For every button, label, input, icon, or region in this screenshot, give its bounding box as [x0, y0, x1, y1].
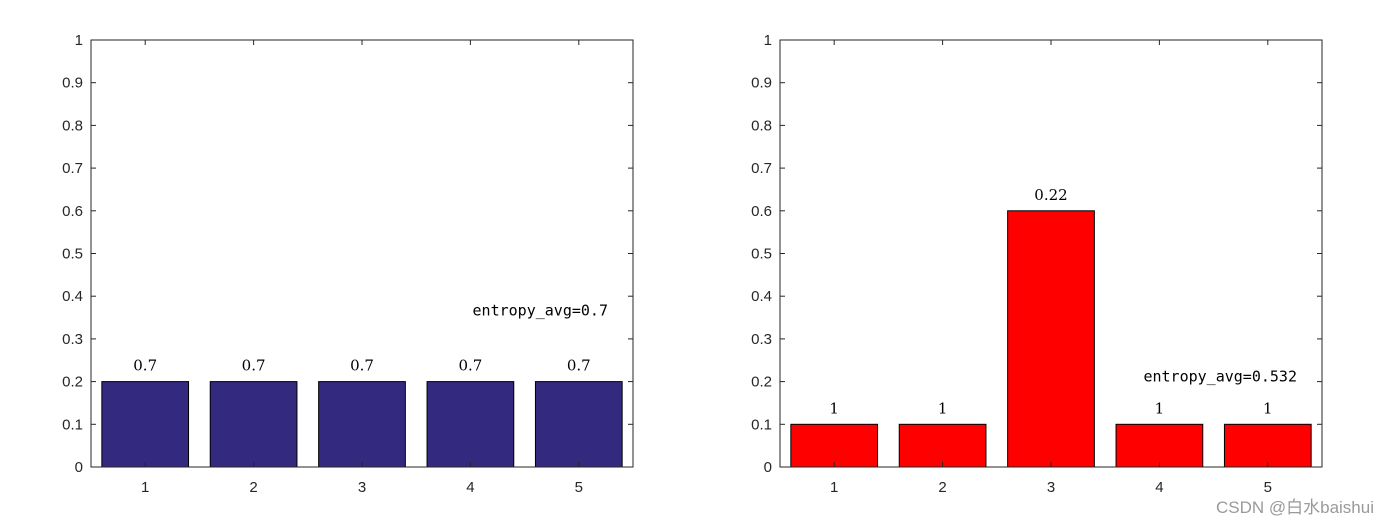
x-tick-label: 5 [575, 479, 583, 496]
data-label-3: 0.22 [1034, 186, 1067, 204]
y-tick-label: 0.9 [62, 75, 83, 92]
bar-2 [898, 423, 987, 468]
data-label-2: 1 [938, 399, 948, 417]
y-tick-label: 0 [75, 459, 83, 476]
data-label-1: 1 [829, 399, 839, 417]
y-tick-label: 1 [75, 32, 83, 49]
x-tick-label: 4 [466, 479, 474, 496]
y-tick-label: 0.9 [751, 75, 772, 92]
bar-1 [101, 381, 190, 468]
right-bar-chart: 0 0.1 0.2 0.3 0.4 0.5 0.6 0.7 0.8 0.9 1 1 2 3 4 5 1 1 0.22… [751, 32, 1323, 496]
y-tick-label: 0.4 [751, 288, 772, 305]
y-tick-label: 0.4 [62, 288, 83, 305]
bar-1 [790, 423, 879, 468]
data-label-3: 0.7 [350, 357, 374, 375]
data-label-4: 1 [1155, 399, 1165, 417]
bar-3 [318, 381, 406, 468]
x-tick-label: 1 [141, 479, 149, 496]
y-tick-label: 1 [764, 32, 772, 49]
y-tick-label: 0.1 [751, 416, 772, 433]
entropy-annotation: entropy_avg=0.532 [1143, 368, 1297, 386]
x-tick-label: 1 [830, 479, 838, 496]
x-tick-label: 3 [1047, 479, 1055, 496]
bar-5 [1223, 423, 1312, 468]
data-label-1: 0.7 [133, 357, 157, 375]
y-tick-label: 0.8 [62, 117, 83, 134]
y-tick-label: 0.5 [62, 246, 83, 263]
bar-2 [209, 381, 298, 468]
x-tick-label: 4 [1155, 479, 1163, 496]
bar-4 [1115, 423, 1204, 468]
bar-3 [1007, 210, 1095, 468]
y-tick-label: 0.8 [751, 117, 772, 134]
data-label-2: 0.7 [242, 357, 266, 375]
y-tick-label: 0.5 [751, 246, 772, 263]
y-tick-label: 0.6 [62, 203, 83, 220]
x-tick-label: 2 [249, 479, 257, 496]
watermark: CSDN @白水baishui [1216, 498, 1374, 517]
y-tick-label: 0.6 [751, 203, 772, 220]
y-tick-label: 0.2 [751, 374, 772, 391]
data-label-4: 0.7 [458, 357, 482, 375]
y-tick-label: 0.7 [751, 160, 772, 177]
y-tick-label: 0.1 [62, 416, 83, 433]
x-tick-label: 5 [1264, 479, 1272, 496]
data-label-5: 0.7 [567, 357, 591, 375]
x-tick-label: 3 [358, 479, 366, 496]
y-tick-label: 0.3 [62, 331, 83, 348]
left-bar-chart: 0 0.1 0.2 0.3 0.4 0.5 0.6 0.7 0.8 0.9 1 1 2 3 4 5 0.7 0.7… [62, 32, 634, 496]
y-tick-label: 0 [764, 459, 772, 476]
bar-4 [426, 381, 515, 468]
y-tick-label: 0.3 [751, 331, 772, 348]
entropy-annotation: entropy_avg=0.7 [473, 301, 608, 319]
bar-5 [534, 381, 623, 468]
y-tick-label: 0.7 [62, 160, 83, 177]
y-tick-label: 0.2 [62, 374, 83, 391]
data-label-5: 1 [1263, 399, 1273, 417]
x-tick-label: 2 [938, 479, 946, 496]
